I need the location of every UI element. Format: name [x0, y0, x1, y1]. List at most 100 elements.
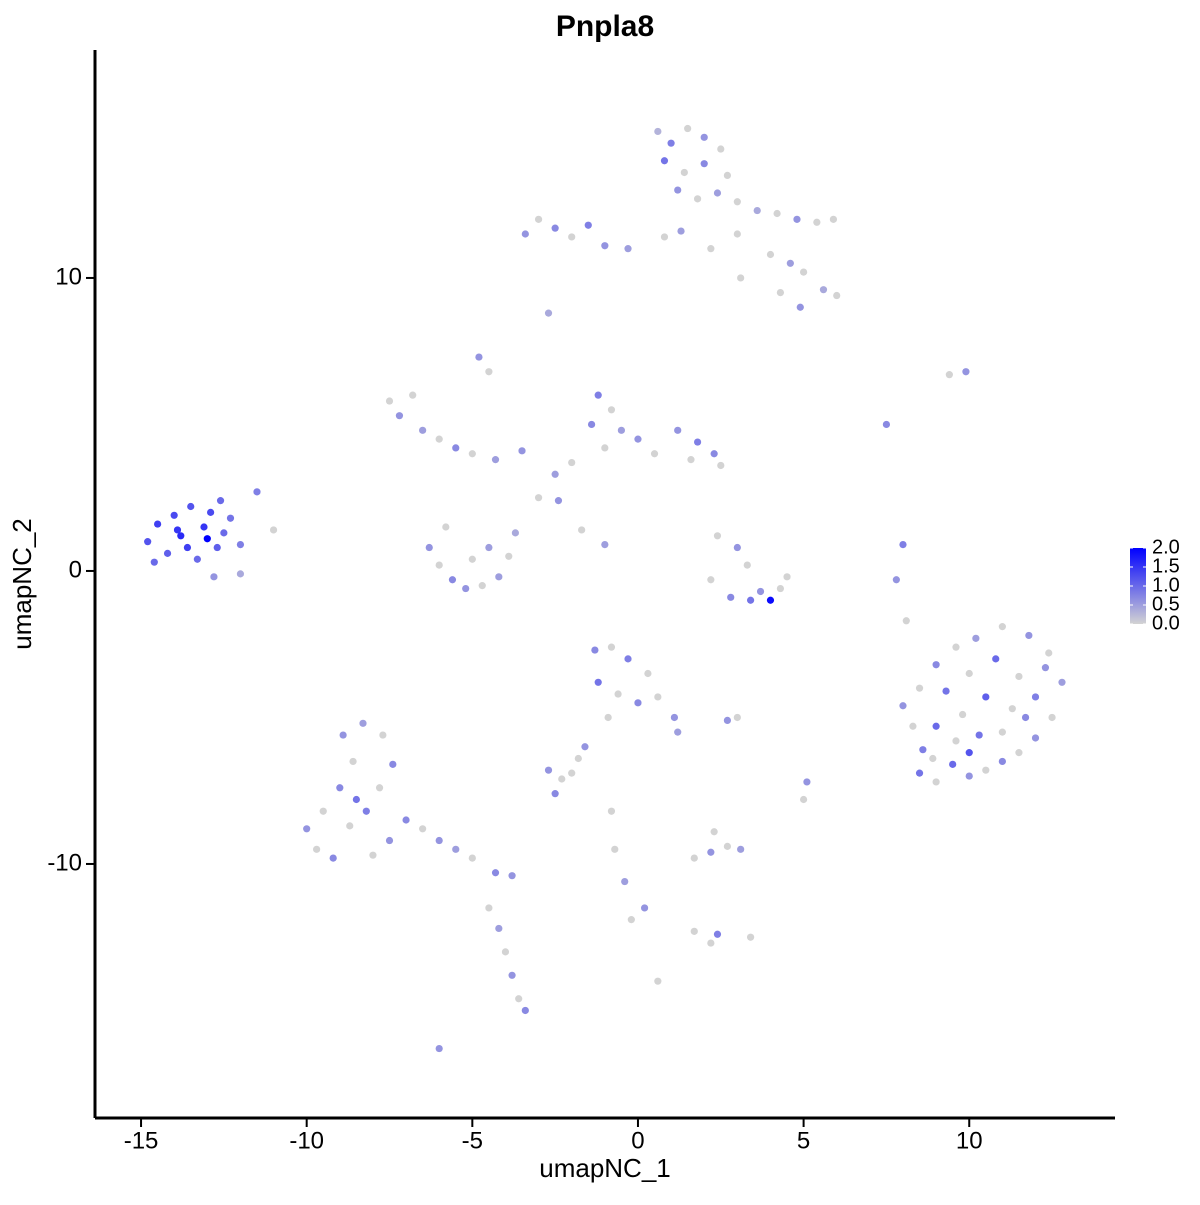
cell-point	[1015, 672, 1023, 681]
cell-point	[766, 250, 775, 259]
cell-point	[568, 458, 576, 467]
cell-point	[929, 754, 937, 763]
x-tick-label: 0	[631, 1127, 644, 1154]
cell-point	[700, 160, 708, 168]
cell-point	[965, 772, 973, 780]
cell-point	[607, 643, 616, 651]
cell-point	[601, 444, 609, 452]
cell-point	[379, 731, 387, 739]
cell-point	[253, 488, 261, 496]
cell-point	[710, 450, 718, 458]
cell-point	[607, 807, 616, 815]
cell-point	[329, 854, 337, 862]
cell-point	[753, 206, 761, 215]
cell-point	[617, 426, 625, 434]
cell-point	[359, 719, 367, 727]
cell-point	[793, 215, 801, 223]
cell-point	[601, 242, 609, 250]
cell-point	[607, 406, 616, 414]
cell-point	[717, 145, 725, 153]
cell-point	[200, 523, 208, 531]
cell-point	[670, 713, 679, 722]
cell-point	[375, 784, 384, 792]
cell-point	[892, 576, 900, 584]
cell-point	[220, 529, 228, 537]
cell-point	[783, 573, 791, 581]
cell-point	[733, 198, 741, 206]
cell-point	[193, 555, 201, 563]
cell-point	[674, 426, 682, 434]
cell-point	[674, 728, 682, 736]
cell-point	[919, 746, 927, 754]
cell-point	[786, 259, 794, 267]
cell-point	[534, 494, 543, 502]
cell-point	[551, 470, 559, 478]
cell-point	[713, 189, 722, 197]
cell-point	[717, 461, 725, 470]
cell-point	[800, 795, 808, 804]
cell-point	[339, 731, 347, 739]
x-tick-label: 5	[797, 1127, 810, 1154]
cell-point	[495, 924, 503, 933]
cell-point	[515, 995, 523, 1003]
x-tick-label: -10	[289, 1127, 324, 1154]
cell-point	[601, 540, 609, 549]
cell-point	[1008, 705, 1016, 713]
cell-point	[226, 514, 235, 522]
cell-point	[737, 274, 745, 282]
cell-point	[203, 535, 211, 543]
cell-point	[1025, 631, 1033, 640]
cell-point	[746, 596, 755, 604]
cell-point	[1015, 749, 1023, 757]
cell-point	[713, 532, 722, 540]
cell-point	[737, 845, 745, 853]
cell-point	[932, 778, 940, 786]
cell-point	[452, 845, 460, 853]
cell-point	[624, 655, 632, 663]
cell-point	[700, 133, 708, 141]
cell-point	[163, 549, 172, 557]
cell-point	[551, 790, 559, 798]
cell-point	[551, 224, 559, 232]
cell-point	[965, 669, 973, 678]
cell-point	[998, 757, 1006, 766]
cell-point	[362, 807, 370, 815]
cell-point	[915, 769, 924, 777]
cell-point	[1045, 649, 1053, 657]
cell-point	[568, 769, 576, 777]
cell-point	[435, 561, 443, 569]
cell-point	[667, 139, 675, 147]
cell-point	[236, 570, 245, 578]
cell-point	[1041, 664, 1050, 672]
cell-point	[707, 576, 715, 584]
cell-point	[611, 845, 619, 853]
cell-point	[544, 766, 553, 774]
cell-point	[478, 582, 486, 590]
cell-point	[213, 543, 221, 552]
cell-point	[336, 784, 344, 792]
cell-point	[972, 634, 980, 642]
colorbar-label: 2.0	[1152, 536, 1180, 558]
cell-point	[485, 904, 493, 912]
cell-point	[634, 699, 642, 707]
cell-point	[183, 543, 192, 552]
cell-point	[442, 523, 450, 531]
cell-point	[952, 643, 960, 651]
cell-point	[581, 743, 589, 751]
cell-point	[949, 760, 957, 768]
cell-point	[409, 391, 417, 399]
cell-point	[660, 233, 669, 241]
cell-point	[144, 538, 152, 546]
cell-point	[733, 713, 741, 722]
cell-point	[154, 520, 162, 528]
cell-point	[690, 927, 698, 935]
cell-point	[819, 286, 828, 294]
cell-point	[521, 230, 529, 238]
cell-point	[727, 593, 735, 601]
cell-point	[773, 209, 781, 218]
cell-point	[216, 497, 225, 505]
cell-point	[710, 828, 718, 836]
y-tick-label: -10	[47, 849, 82, 876]
cell-point	[882, 420, 891, 429]
x-tick-label: -5	[462, 1127, 483, 1154]
